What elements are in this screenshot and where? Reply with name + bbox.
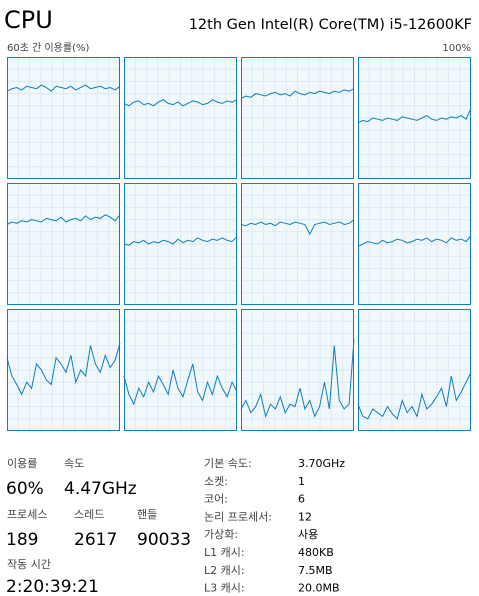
graph-border <box>241 183 354 305</box>
stat-value: 2617 <box>74 530 117 550</box>
detail-label: L2 캐시: <box>204 564 245 577</box>
stat-label: 핸들 <box>137 508 157 521</box>
stat-label: 스레드 <box>74 508 104 521</box>
detail-value: 12 <box>298 510 312 523</box>
detail-label: L1 캐시: <box>204 546 245 559</box>
graph-border <box>7 57 120 179</box>
stat-label: 프로세스 <box>7 508 47 521</box>
cpu-line <box>6 343 121 396</box>
cpu-line <box>123 99 238 107</box>
detail-label: 소켓: <box>204 475 228 488</box>
graph-border <box>124 57 237 179</box>
stat-value: 189 <box>6 530 38 550</box>
detail-value: 7.5MB <box>298 564 333 577</box>
detail-value: 사용 <box>298 528 318 541</box>
detail-label: 가상화: <box>204 528 238 541</box>
stat-label: 이용률 <box>7 457 37 470</box>
cpu-line <box>240 219 355 236</box>
graph-border <box>241 57 354 179</box>
detail-label: 기본 속도: <box>204 457 252 470</box>
detail-value: 3.70GHz <box>298 457 345 470</box>
graph-border <box>7 309 120 431</box>
stat-value: 4.47GHz <box>64 479 137 499</box>
cpu-line <box>357 372 472 420</box>
graph-border <box>7 183 120 305</box>
graph-border <box>358 309 471 431</box>
cpu-line <box>240 88 355 99</box>
graph-border <box>241 309 354 431</box>
detail-label: 코어: <box>204 493 228 506</box>
cpu-line <box>357 235 472 247</box>
y-max-label: 100% <box>442 43 471 54</box>
graph-border <box>124 309 237 431</box>
processor: 12th Gen Intel(R) Core(TM) i5-12600KF <box>189 17 472 33</box>
cpu-line <box>357 107 472 124</box>
stat-value: 90033 <box>137 530 191 550</box>
cpu-line <box>6 214 121 225</box>
cpu-line <box>6 84 121 92</box>
graph-border <box>358 57 471 179</box>
detail-value: 480KB <box>298 546 334 559</box>
graph-border <box>124 183 237 305</box>
cpu-line <box>123 363 238 406</box>
graph-label: 60초 간 이용률(%) <box>7 42 89 54</box>
detail-value: 20.0MB <box>298 582 340 595</box>
detail-label: L3 캐시: <box>204 582 245 595</box>
stat-value: 60% <box>6 479 44 499</box>
stat-label: 작동 시간 <box>7 558 51 571</box>
detail-label: 논리 프로세서: <box>204 510 272 523</box>
cpu-line <box>123 236 238 246</box>
detail-value: 6 <box>298 493 305 506</box>
detail-value: 1 <box>298 475 305 488</box>
stat-label: 속도 <box>64 457 84 470</box>
title: CPU <box>4 6 53 34</box>
cpu-line <box>240 339 355 419</box>
stat-value: 2:20:39:21 <box>6 577 99 596</box>
graph-border <box>358 183 471 305</box>
